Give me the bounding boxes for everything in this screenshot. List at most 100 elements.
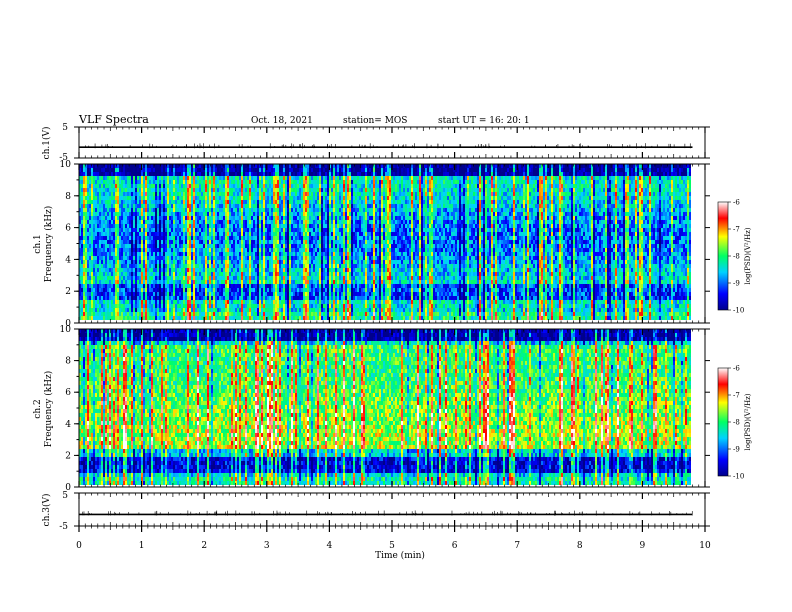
spectrogram-cell <box>195 184 197 188</box>
spectrogram-cell <box>113 280 115 284</box>
spectrogram-cell <box>271 248 273 252</box>
spectrogram-cell <box>175 200 177 204</box>
spectrogram-cell <box>225 260 227 264</box>
spectrogram-cell <box>293 204 295 208</box>
spectrogram-cell <box>83 224 85 228</box>
spectrogram-cell <box>187 308 189 312</box>
spectrogram-cell <box>141 284 143 288</box>
spectrogram-cell <box>301 256 303 260</box>
spectrogram-cell <box>309 276 311 280</box>
spectrogram-cell <box>211 296 213 300</box>
spectrogram-cell <box>223 228 225 232</box>
spectrogram-cell <box>215 296 217 300</box>
spectrogram-cell <box>81 276 83 280</box>
spectrogram-cell <box>213 176 215 180</box>
spectrogram-cell <box>293 180 295 184</box>
spectrogram-cell <box>117 304 119 308</box>
spectrogram-cell <box>181 272 183 276</box>
spectrogram-cell <box>139 276 141 280</box>
spectrogram-cell <box>131 220 133 224</box>
spectrogram-cell <box>195 216 197 220</box>
spectrogram-cell <box>131 224 133 228</box>
spectrogram-cell <box>135 172 137 176</box>
spectrogram-cell <box>223 172 225 176</box>
spectrogram-cell <box>123 256 125 260</box>
spectrogram-cell <box>83 204 85 208</box>
spectrogram-cell <box>191 268 193 272</box>
spectrogram-cell <box>321 256 323 260</box>
spectrogram-cell <box>223 204 225 208</box>
spectrogram-cell <box>305 176 307 180</box>
spectrogram-cell <box>323 168 325 172</box>
spectrogram-cell <box>283 272 285 276</box>
spectrogram-cell <box>301 168 303 172</box>
spectrogram-cell <box>121 208 123 212</box>
spectrogram-cell <box>171 272 173 276</box>
spectrogram-cell <box>235 304 237 308</box>
spectrogram-cell <box>115 164 117 168</box>
spectrogram-cell <box>207 180 209 184</box>
spectrogram-cell <box>297 280 299 284</box>
spectrogram-cell <box>247 228 249 232</box>
spectrogram-cell <box>153 264 155 268</box>
spectrogram-cell <box>159 312 161 316</box>
spectrogram-cell <box>203 292 205 296</box>
spectrogram-cell <box>179 288 181 292</box>
spectrogram-cell <box>299 300 301 304</box>
spectrogram-cell <box>79 204 81 208</box>
spectrogram-cell <box>113 308 115 312</box>
spectrogram-cell <box>103 244 105 248</box>
spectrogram-cell <box>275 184 277 188</box>
spectrogram-cell <box>225 292 227 296</box>
spectrogram-cell <box>237 260 239 264</box>
spectrogram-cell <box>317 184 319 188</box>
spectrogram-cell <box>229 192 231 196</box>
spectrogram-cell <box>229 232 231 236</box>
spectrogram-cell <box>219 164 221 168</box>
spectrogram-cell <box>327 252 329 256</box>
spectrogram-cell <box>153 220 155 224</box>
spectrogram-cell <box>165 216 167 220</box>
spectrogram-cell <box>135 284 137 288</box>
spectrogram-cell <box>289 248 291 252</box>
spectrogram-cell <box>83 304 85 308</box>
spectrogram-cell <box>291 184 293 188</box>
spectrogram-cell <box>175 268 177 272</box>
spectrogram-cell <box>305 316 307 320</box>
spectrogram-cell <box>207 164 209 168</box>
spectrogram-cell <box>223 168 225 172</box>
spectrogram-cell <box>119 296 121 300</box>
spectrogram-cell <box>321 220 323 224</box>
spectrogram-cell <box>323 308 325 312</box>
spectrogram-cell <box>229 244 231 248</box>
spectrogram-cell <box>253 184 255 188</box>
spectrogram-cell <box>281 176 283 180</box>
spectrogram-cell <box>193 316 195 320</box>
spectrogram-cell <box>283 296 285 300</box>
spectrogram-cell <box>153 180 155 184</box>
spectrogram-cell <box>187 304 189 308</box>
spectrogram-cell <box>219 280 221 284</box>
spectrogram-cell <box>87 220 89 224</box>
spectrogram-cell <box>261 172 263 176</box>
spectrogram-cell <box>137 168 139 172</box>
spectrogram-cell <box>223 196 225 200</box>
spectrogram-cell <box>167 260 169 264</box>
spectrogram-cell <box>179 244 181 248</box>
spectrogram-cell <box>113 176 115 180</box>
spectrogram-cell <box>303 308 305 312</box>
spectrogram-cell <box>325 188 327 192</box>
spectrogram-cell <box>169 204 171 208</box>
spectrogram-cell <box>105 316 107 320</box>
spectrogram-cell <box>147 304 149 308</box>
spectrogram-cell <box>315 264 317 268</box>
spectrogram-cell <box>297 224 299 228</box>
spectrogram-cell <box>257 196 259 200</box>
spectrogram-cell <box>163 296 165 300</box>
spectrogram-cell <box>315 196 317 200</box>
spectrogram-cell <box>271 292 273 296</box>
spectrogram-cell <box>81 192 83 196</box>
spectrogram-cell <box>243 236 245 240</box>
spectrogram-cell <box>257 308 259 312</box>
spectrogram-cell <box>203 200 205 204</box>
